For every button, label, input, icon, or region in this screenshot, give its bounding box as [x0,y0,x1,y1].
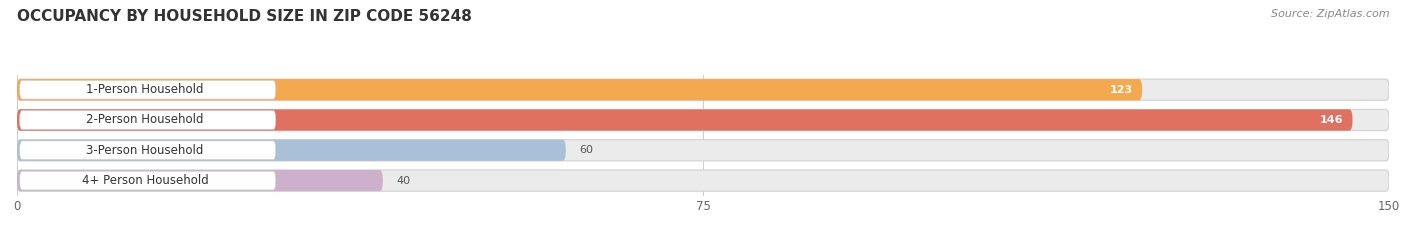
Text: 123: 123 [1109,85,1133,95]
Text: 40: 40 [396,176,411,185]
Text: 4+ Person Household: 4+ Person Household [82,174,208,187]
Text: OCCUPANCY BY HOUSEHOLD SIZE IN ZIP CODE 56248: OCCUPANCY BY HOUSEHOLD SIZE IN ZIP CODE … [17,9,472,24]
FancyBboxPatch shape [17,170,1389,191]
Text: 146: 146 [1320,115,1343,125]
FancyBboxPatch shape [20,171,276,190]
FancyBboxPatch shape [17,170,382,191]
Text: 60: 60 [579,145,593,155]
FancyBboxPatch shape [17,140,565,161]
FancyBboxPatch shape [17,110,1353,130]
FancyBboxPatch shape [17,79,1142,100]
FancyBboxPatch shape [20,111,276,129]
FancyBboxPatch shape [17,140,1389,161]
Text: 2-Person Household: 2-Person Household [86,113,204,127]
Text: Source: ZipAtlas.com: Source: ZipAtlas.com [1271,9,1389,19]
FancyBboxPatch shape [20,141,276,160]
FancyBboxPatch shape [20,80,276,99]
FancyBboxPatch shape [17,79,1389,100]
FancyBboxPatch shape [17,110,1389,130]
Text: 3-Person Household: 3-Person Household [86,144,204,157]
Text: 1-Person Household: 1-Person Household [86,83,204,96]
